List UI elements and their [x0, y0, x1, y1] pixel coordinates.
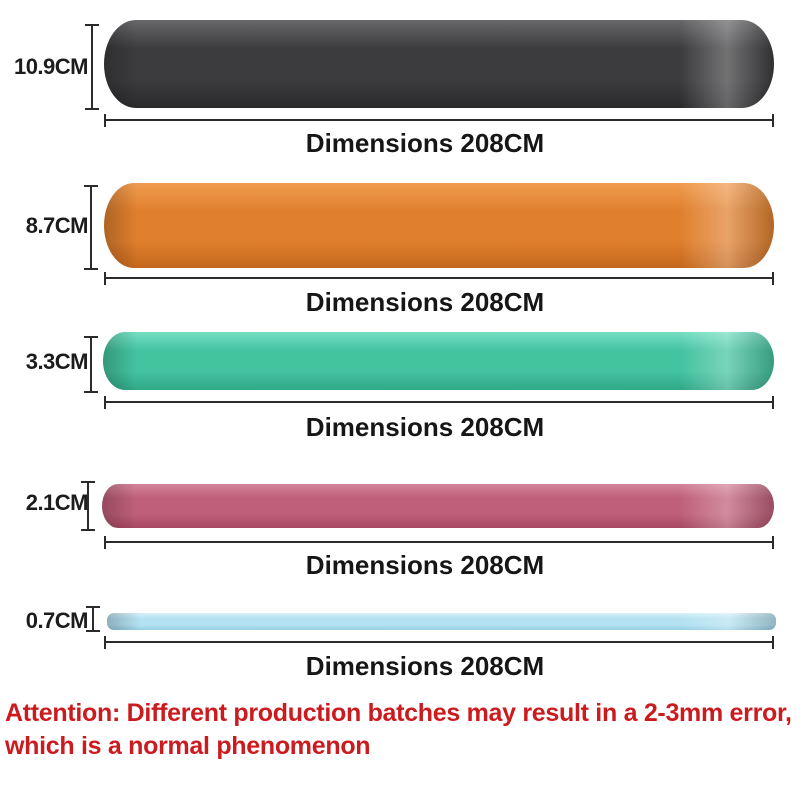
band-height-label: 3.3CM [25, 349, 89, 374]
horizontal-measure-line [104, 636, 774, 649]
horizontal-measure-line [104, 536, 774, 549]
resistance-band-pink [102, 484, 774, 528]
band-length-label: Dimensions 208CM [305, 651, 545, 681]
band-height-label: 0.7CM [25, 608, 89, 633]
band-height-label: 8.7CM [25, 213, 89, 238]
band-length-label: Dimensions 208CM [305, 128, 545, 158]
band-length-label: Dimensions 208CM [305, 550, 545, 580]
horizontal-measure-line [104, 272, 774, 285]
resistance-band-blue [107, 613, 776, 630]
resistance-band-green [103, 332, 774, 390]
resistance-band-orange [104, 183, 774, 268]
attention-line-2: which is a normal phenomenon [5, 732, 371, 760]
vertical-measure-line [84, 336, 98, 393]
resistance-band-black [104, 20, 774, 108]
band-length-label: Dimensions 208CM [305, 412, 545, 442]
attention-note: Attention: Different production batches … [5, 697, 792, 763]
vertical-measure-line [86, 606, 100, 632]
vertical-measure-line [85, 24, 99, 110]
horizontal-measure-line [104, 114, 774, 127]
band-length-label: Dimensions 208CM [305, 287, 545, 317]
horizontal-measure-line [104, 396, 774, 409]
attention-line-1: Attention: Different production batches … [5, 699, 792, 727]
vertical-measure-line [84, 185, 98, 270]
vertical-measure-line [81, 481, 95, 531]
band-height-label: 10.9CM [13, 54, 89, 79]
band-height-label: 2.1CM [25, 490, 89, 515]
